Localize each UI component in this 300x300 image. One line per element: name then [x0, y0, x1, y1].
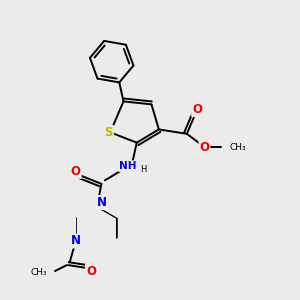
Text: NH: NH — [119, 161, 137, 171]
Text: O: O — [71, 165, 81, 178]
Text: H: H — [140, 165, 146, 174]
Text: O: O — [86, 265, 96, 278]
Text: N: N — [70, 235, 81, 248]
Text: O: O — [192, 103, 202, 116]
Text: CH₃: CH₃ — [230, 142, 246, 152]
Text: S: S — [104, 126, 113, 139]
Text: N: N — [96, 196, 106, 209]
Text: CH₃: CH₃ — [30, 268, 47, 277]
Text: O: O — [200, 141, 209, 154]
